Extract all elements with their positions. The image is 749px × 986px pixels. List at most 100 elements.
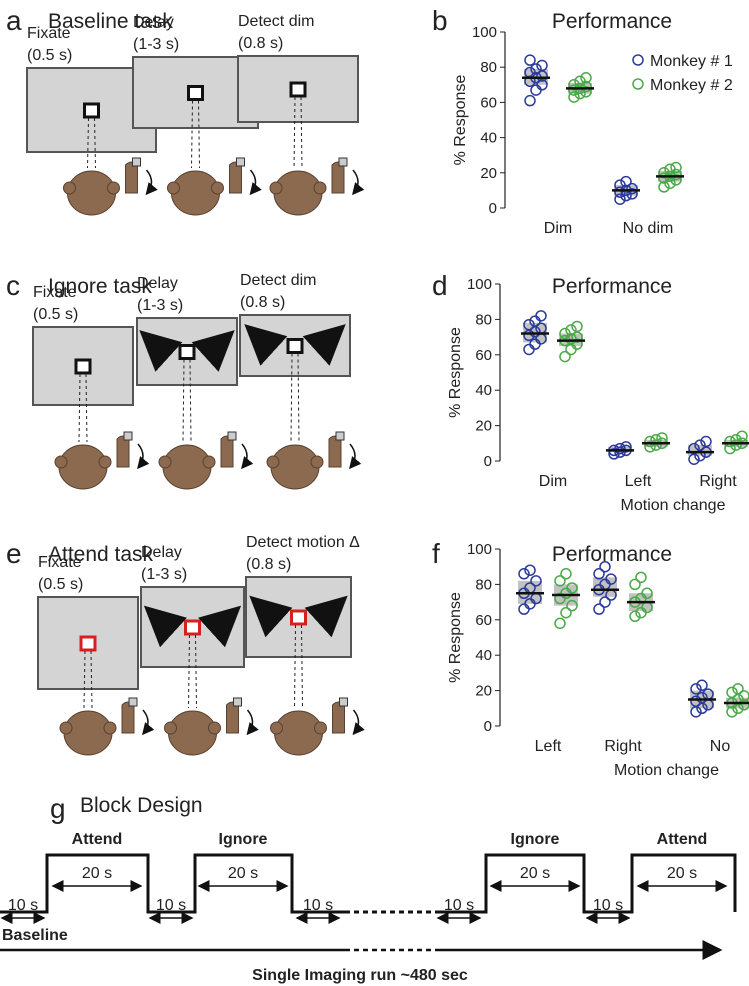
panel-letter: d [432,270,448,301]
monkey-head [273,170,323,216]
data-point [730,434,742,446]
monkey-ear [313,181,327,195]
data-point [620,175,632,188]
gaze-line [198,100,200,169]
monkey-hand [328,435,342,468]
data-point [524,564,536,576]
y-tick-label: 60 [480,94,497,111]
data-point [690,683,702,695]
step-duration: (0.5 s) [33,306,78,323]
y-tick-label: 100 [467,276,492,293]
data-point [724,435,736,448]
data-point [629,610,641,623]
monkey-ear [59,721,73,735]
gaze-line [188,634,190,709]
data-point [658,167,670,179]
motion-arrow [302,324,346,366]
response-arrow [352,169,365,196]
lever [123,431,133,441]
monkey-hand [125,161,138,194]
monkey-ear [310,455,324,469]
data-point [626,188,638,200]
data-point [523,318,535,331]
data-point [574,75,586,88]
lever [128,697,138,707]
y-tick-label: 20 [475,418,492,435]
duration-label: 10 s [303,897,333,914]
gaze-line [78,373,81,443]
data-point [559,350,571,363]
data-point [620,441,632,453]
monkey-ear [164,721,177,735]
step-duration: (0.5 s) [27,47,72,64]
sd-box [593,577,617,597]
monkey-ear [208,721,221,735]
y-tick-label: 0 [484,718,492,735]
monkey-ear [314,721,327,735]
x-tick-label: Dim [539,473,567,490]
data-point [599,596,611,608]
step-label: Fixate [27,25,71,42]
step-label: Detect dim [238,13,314,30]
duration-label: 10 s [156,897,186,914]
data-point [670,174,682,186]
data-point [641,587,653,599]
lever [335,431,345,441]
motion-dot [151,348,157,353]
monkey-ear [270,721,283,735]
data-point [599,560,611,573]
response-arrow [249,169,262,196]
data-point [580,72,592,84]
data-point [614,193,626,205]
panel-title: Attend task [48,543,154,566]
monkey-ear [54,455,68,469]
y-tick-label: 60 [475,347,492,364]
data-point [518,568,530,580]
x-axis-label: Motion change [614,762,719,779]
data-point [554,617,566,630]
motion-arrow [304,595,348,638]
data-point [658,172,670,184]
duration-label: 20 s [228,865,258,882]
data-point [536,59,548,72]
data-point [690,695,702,707]
block-label: Ignore [511,831,560,848]
data-point [566,599,578,612]
gaze-line [87,117,89,169]
duration-label: 20 s [82,865,112,882]
response-arrow [145,169,158,196]
data-point [644,435,656,448]
data-point [593,603,605,615]
run-label: Single Imaging run ~480 sec [252,967,468,984]
panel-title: Block Design [80,794,203,817]
lever [339,697,348,707]
motion-dot [156,623,161,629]
y-tick-label: 20 [475,683,492,700]
response-arrow [241,443,254,470]
data-point [560,568,572,580]
data-point [524,54,536,66]
x-tick-label: No dim [623,220,674,237]
fixation-square [286,338,304,354]
fixation-square [290,609,307,626]
data-point [614,186,626,198]
motion-dot [261,613,267,619]
duration-label: 20 s [520,865,550,882]
monkey-hand [220,435,234,468]
y-tick-label: 20 [480,165,497,182]
step-duration: (0.8 s) [246,556,291,573]
fixation-square [83,102,100,119]
y-tick-label: 100 [467,541,492,558]
x-tick-label: Left [625,473,652,490]
data-point [530,63,542,75]
legend-marker [632,54,644,66]
data-point [518,603,530,615]
legend-label: Monkey # 2 [650,77,733,94]
y-tick-label: 80 [475,311,492,328]
chart-title: Performance [552,10,672,33]
data-point [614,442,626,455]
monkey-ear [158,455,172,469]
data-point [629,578,641,591]
data-point [568,91,580,103]
data-point [696,691,708,704]
